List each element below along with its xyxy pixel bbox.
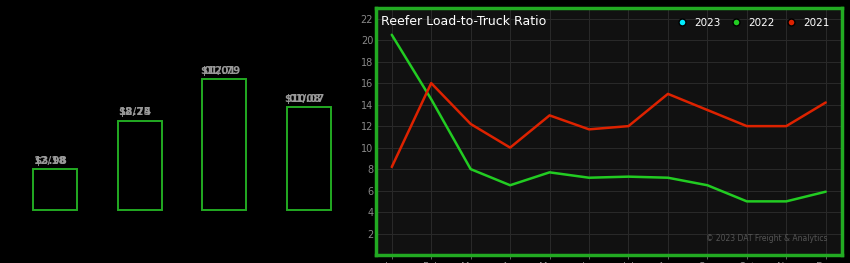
Text: $10.07: $10.07: [285, 82, 325, 104]
Text: 12/18: 12/18: [34, 156, 67, 166]
Text: $3.98: $3.98: [34, 144, 67, 166]
Bar: [287, 107, 332, 210]
Text: $12.79: $12.79: [200, 55, 241, 76]
Bar: [202, 79, 246, 210]
Text: $8.74: $8.74: [119, 96, 152, 117]
Bar: [118, 121, 162, 210]
Bar: [33, 169, 77, 210]
Legend: 2023, 2022, 2021: 2023, 2022, 2021: [669, 16, 831, 30]
Text: Reefer Load-to-Truck Ratio: Reefer Load-to-Truck Ratio: [381, 15, 546, 28]
Text: 12/25: 12/25: [119, 107, 151, 117]
Text: © 2023 DAT Freight & Analytics: © 2023 DAT Freight & Analytics: [706, 234, 828, 243]
Text: 01/01: 01/01: [204, 66, 236, 76]
Text: 01/08: 01/08: [288, 94, 321, 104]
